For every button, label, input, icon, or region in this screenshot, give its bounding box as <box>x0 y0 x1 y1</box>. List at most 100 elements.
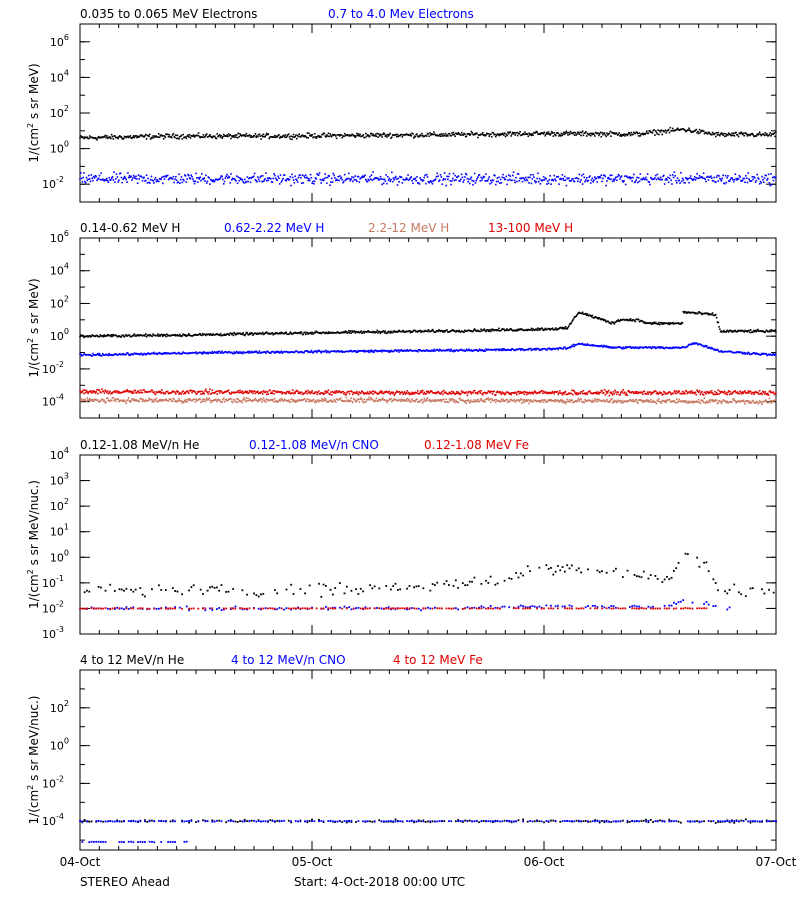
data-point <box>251 400 253 403</box>
data-point <box>530 182 533 185</box>
data-point <box>323 350 326 353</box>
data-point <box>380 398 383 401</box>
data-point <box>352 176 355 179</box>
data-point <box>627 133 629 135</box>
data-point <box>146 352 149 355</box>
data-point <box>542 132 544 134</box>
data-point <box>354 392 357 394</box>
data-point <box>487 178 490 180</box>
data-point <box>118 399 121 402</box>
data-point <box>295 390 297 393</box>
data-point <box>579 343 581 346</box>
data-point <box>555 175 558 178</box>
data-point <box>287 392 290 394</box>
data-point <box>191 352 193 354</box>
data-point <box>702 312 704 315</box>
data-point <box>765 393 767 395</box>
data-point <box>213 135 216 138</box>
data-point <box>442 389 445 392</box>
data-point <box>294 401 296 403</box>
data-point <box>247 397 249 400</box>
data-point <box>408 398 410 401</box>
data-point <box>310 333 313 335</box>
data-point <box>288 390 291 393</box>
data-point <box>93 175 95 178</box>
data-point <box>330 399 332 402</box>
data-point <box>517 132 520 135</box>
data-point <box>473 134 475 136</box>
data-point <box>334 134 336 136</box>
data-point <box>382 392 385 395</box>
data-point <box>195 334 197 337</box>
data-point <box>594 176 596 178</box>
data-point <box>183 352 186 354</box>
data-point <box>349 135 352 137</box>
data-point <box>342 135 344 137</box>
data-point <box>505 175 508 178</box>
data-point <box>149 138 152 140</box>
data-point <box>270 351 273 353</box>
data-point <box>374 399 377 402</box>
data-point <box>257 399 260 402</box>
data-point <box>313 350 315 353</box>
data-point <box>736 392 738 394</box>
data-point <box>356 392 359 395</box>
data-point <box>262 180 265 183</box>
data-point <box>468 349 471 352</box>
data-point <box>234 400 236 403</box>
data-point <box>595 177 598 180</box>
data-point <box>138 353 141 355</box>
data-point <box>486 132 488 135</box>
data-point <box>384 180 387 182</box>
data-point <box>460 134 462 136</box>
data-point <box>422 349 425 352</box>
data-point <box>578 133 581 136</box>
data-point <box>107 354 110 357</box>
data-point <box>602 174 605 177</box>
data-point <box>520 349 522 352</box>
data-point <box>680 392 682 395</box>
data-point <box>546 391 549 394</box>
data-point <box>112 138 115 140</box>
data-point <box>80 334 83 337</box>
data-point <box>267 332 270 335</box>
data-point <box>563 131 565 134</box>
data-point <box>259 392 262 394</box>
data-point <box>321 178 324 181</box>
data-point <box>147 352 150 354</box>
data-point <box>302 398 305 401</box>
data-point <box>101 136 104 139</box>
data-point <box>659 392 662 394</box>
data-point <box>586 393 589 395</box>
data-point <box>740 330 742 332</box>
data-point <box>235 175 238 177</box>
data-point <box>749 133 752 136</box>
data-point <box>760 330 763 332</box>
data-point <box>261 351 263 354</box>
data-point <box>589 182 592 184</box>
data-point <box>533 390 536 392</box>
data-point <box>262 333 265 336</box>
data-point <box>98 389 101 392</box>
data-point <box>328 135 331 138</box>
data-point <box>297 176 300 179</box>
data-point <box>156 400 158 403</box>
data-point <box>661 347 664 349</box>
data-point <box>85 176 88 179</box>
data-point <box>573 316 576 318</box>
data-point <box>182 400 184 403</box>
data-point <box>527 328 530 331</box>
data-point <box>440 392 443 394</box>
data-point <box>506 328 508 330</box>
data-point <box>531 348 534 351</box>
data-point <box>115 136 118 139</box>
data-point <box>319 399 322 402</box>
data-point <box>518 329 521 331</box>
data-point <box>393 178 396 181</box>
data-point <box>703 345 706 348</box>
data-point <box>658 130 661 132</box>
data-point <box>676 346 678 349</box>
data-point <box>603 132 606 134</box>
data-point <box>113 399 115 402</box>
data-point <box>329 184 331 187</box>
